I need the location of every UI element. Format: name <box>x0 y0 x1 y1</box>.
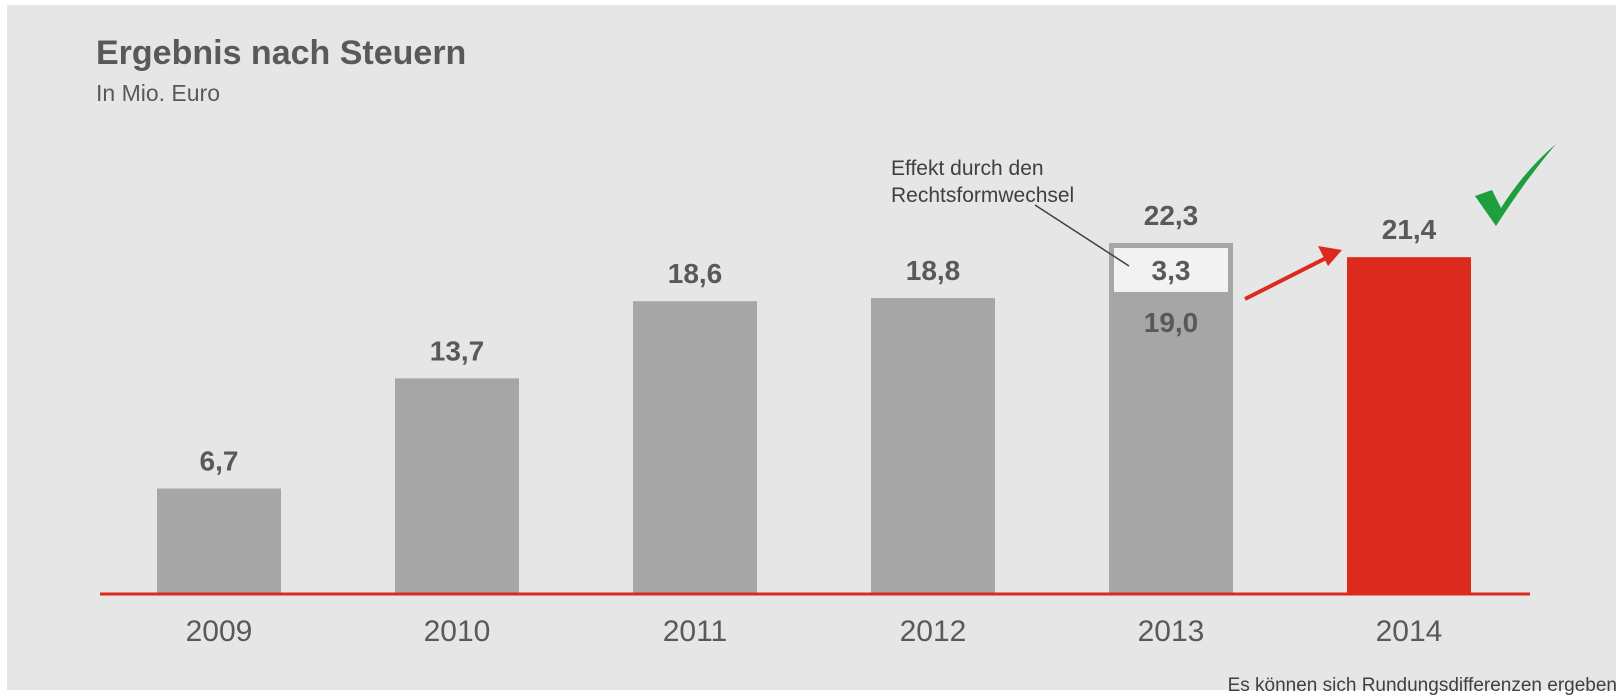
bar-2011 <box>633 301 757 594</box>
tick-label-2013: 2013 <box>1138 615 1205 648</box>
annotation-group: Effekt durch den Rechtsformwechsel <box>891 144 1556 301</box>
value-label-2012: 18,8 <box>906 255 961 286</box>
annotation-line-2: Rechtsformwechsel <box>891 184 1074 207</box>
value-label-2013: 22,3 <box>1144 200 1199 231</box>
tick-label-2009: 2009 <box>186 615 253 648</box>
value-label-2014: 21,4 <box>1382 214 1437 245</box>
value-label-2009: 6,7 <box>200 446 239 477</box>
base-label-2013: 19,0 <box>1144 307 1199 338</box>
effect-label-2013: 3,3 <box>1152 255 1191 286</box>
bar-2013 <box>1109 243 1233 594</box>
tick-label-2014: 2014 <box>1376 615 1443 648</box>
value-label-2011: 18,6 <box>668 258 723 289</box>
value-label-2010: 13,7 <box>430 335 485 366</box>
annotation-leader-line <box>1034 204 1130 267</box>
tick-label-2010: 2010 <box>424 615 491 648</box>
footnote: Es können sich Rundungsdifferenzen ergeb… <box>1227 675 1617 696</box>
bar-2014 <box>1347 257 1471 594</box>
chart-title: Ergebnis nach Steuern <box>96 34 467 72</box>
bar-2010 <box>395 378 519 594</box>
tick-label-2012: 2012 <box>900 615 967 648</box>
arrow-head-icon <box>1318 246 1342 266</box>
chart-subtitle: In Mio. Euro <box>96 80 220 106</box>
effect-segment-2013 <box>1114 248 1228 292</box>
bar-2009 <box>157 488 281 594</box>
tick-label-2011: 2011 <box>663 615 728 648</box>
annotation-line-1: Effekt durch den <box>891 157 1044 180</box>
check-icon <box>1475 144 1556 226</box>
bar-2012 <box>871 298 995 594</box>
arrow-icon <box>1244 253 1333 301</box>
bars-group <box>100 243 1530 596</box>
labels-group: 6,7 2009 13,7 2010 18,6 2011 18,8 2012 3,3 19,0 22… <box>186 200 1443 648</box>
